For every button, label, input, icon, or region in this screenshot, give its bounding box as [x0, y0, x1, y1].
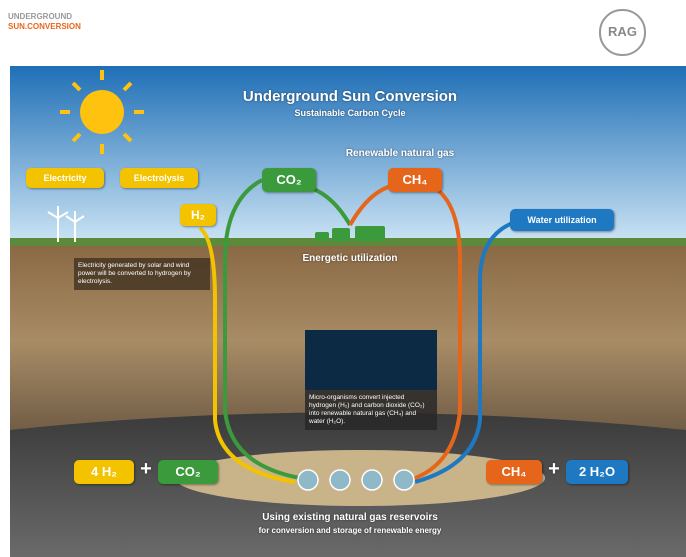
co2-box: CO₂ — [262, 168, 316, 192]
h2-box: H₂ — [180, 204, 216, 226]
logo-line: UNDERGROUND — [8, 12, 72, 21]
microbes — [297, 469, 415, 491]
electrolysis-box: Electrolysis — [120, 168, 198, 188]
electricity-box: Electricity — [26, 168, 104, 188]
renewable-label: Renewable natural gas — [345, 148, 455, 159]
electrolysis-note: Electricity generated by solar and wind … — [74, 258, 210, 290]
eq-ch4: CH₄ — [486, 460, 542, 484]
microbe-note: Micro-organisms convert injected hydroge… — [305, 390, 437, 430]
sun — [80, 90, 124, 134]
logo-line: SUN.CONVERSION — [8, 22, 81, 31]
eq-water: 2 H₂O — [566, 460, 628, 484]
vehicles — [315, 226, 385, 241]
partner-logo: RAG — [608, 24, 637, 39]
sun-rays — [60, 70, 144, 154]
wind-turbines — [47, 206, 85, 242]
partner-logo-ring — [599, 9, 646, 56]
microbe-image — [305, 330, 437, 390]
eq-co2: CO₂ — [158, 460, 218, 484]
grass — [10, 238, 686, 246]
eq-h2: 4 H₂ — [74, 460, 134, 484]
footer-line: Using existing natural gas reservoirs — [262, 512, 438, 523]
eq-plus: + — [548, 458, 560, 480]
title: Underground Sun Conversion — [242, 88, 458, 105]
footer-line: for conversion and storage of renewable … — [258, 526, 442, 535]
logo: UNDERGROUND SUN.CONVERSION — [8, 12, 81, 32]
subtitle: Sustainable Carbon Cycle — [294, 108, 406, 118]
energetic-label: Energetic utilization — [302, 253, 398, 264]
eq-plus: + — [140, 458, 152, 480]
water-box: Water utilization — [510, 209, 614, 231]
ch4-box: CH₄ — [388, 168, 442, 192]
